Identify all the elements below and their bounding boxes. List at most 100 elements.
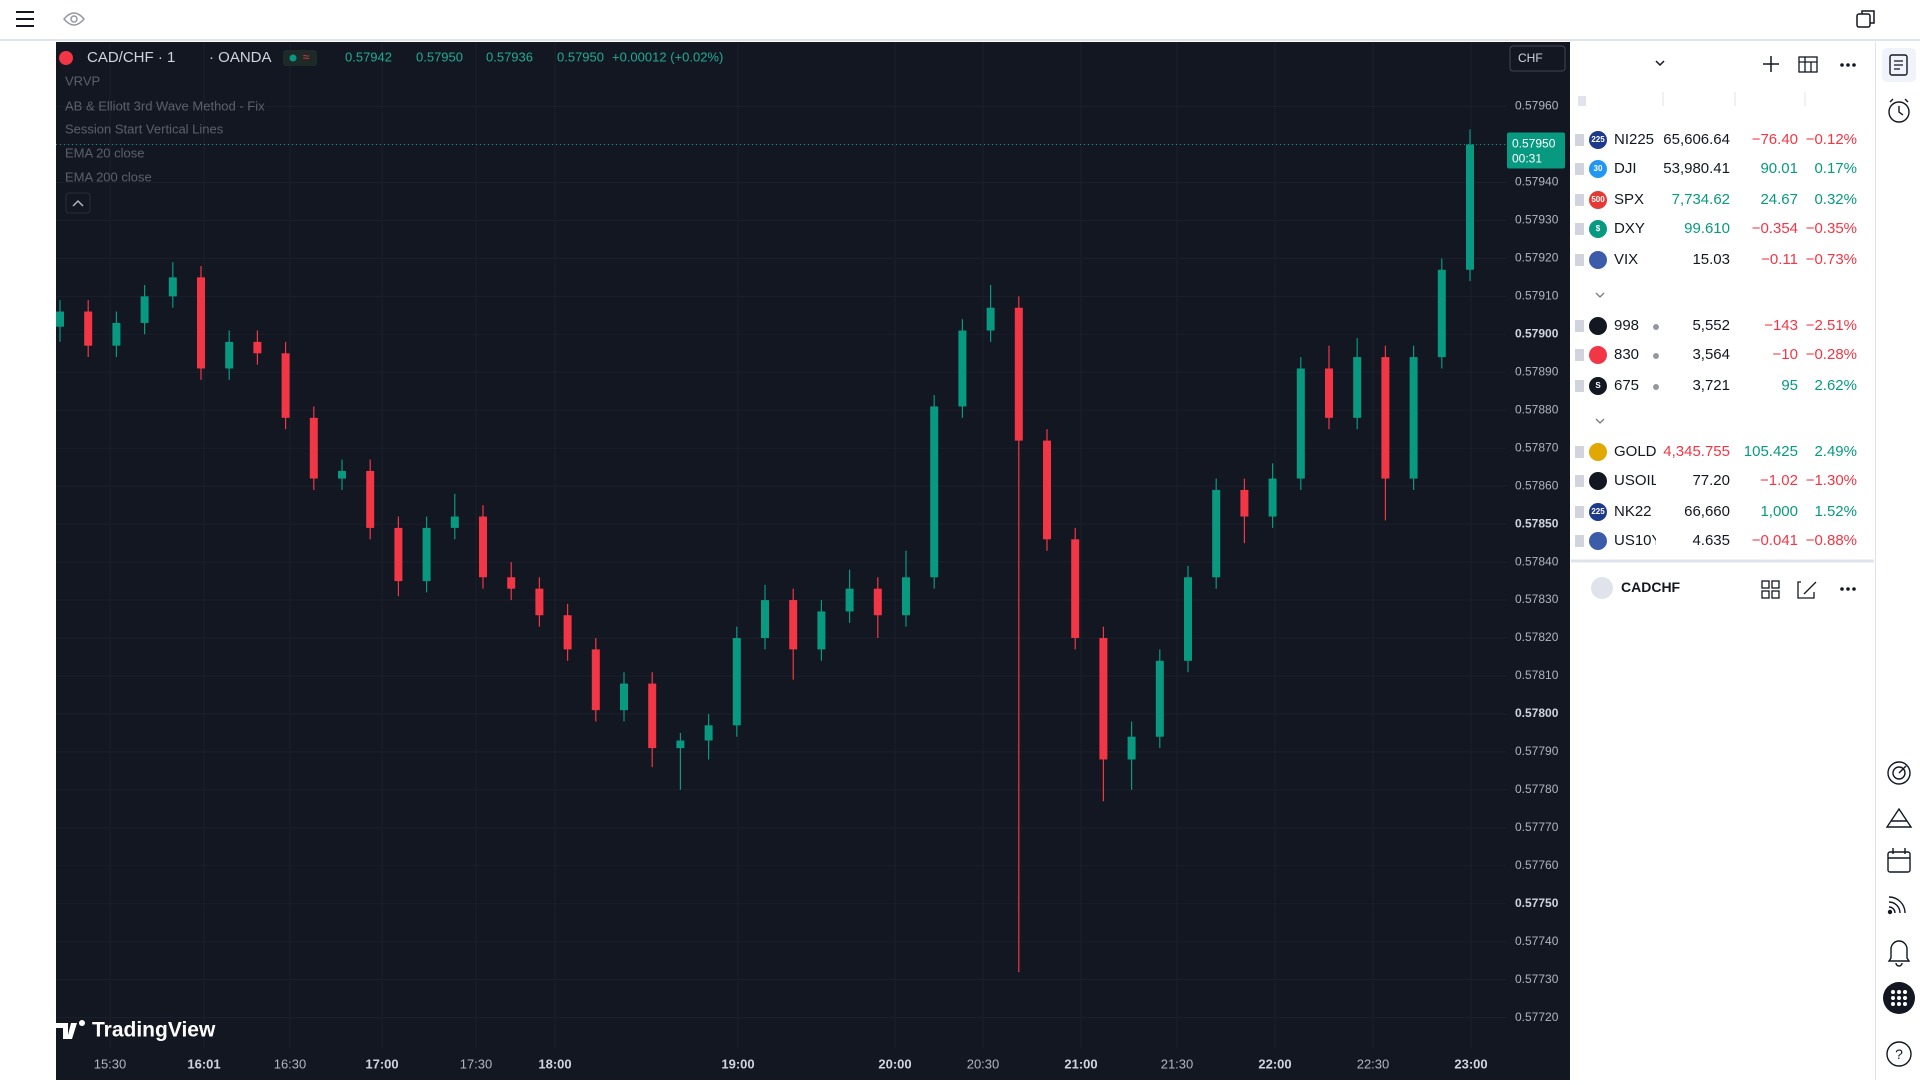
watchlist-row[interactable]: VIX 15.03 −0.11 −0.73% (1571, 246, 1874, 275)
column-separators (1662, 92, 1806, 106)
x-tick-label: 15:30 (94, 1056, 127, 1071)
detail-symbol[interactable]: CADCHF (1621, 579, 1681, 595)
symbol-badge: 225 (1591, 135, 1605, 144)
symbol-icon (1589, 443, 1607, 461)
watchlist-row[interactable]: GOLD 4,345.755 105.425 2.49% (1571, 438, 1874, 467)
right-toolbar: ? (1875, 42, 1920, 1080)
svg-text:?: ? (1895, 1046, 1903, 1062)
change: −143 (1764, 317, 1798, 334)
help-button[interactable]: ? (1886, 1041, 1912, 1067)
change: −0.354 (1751, 220, 1798, 237)
close-value: 0.57950 (557, 49, 604, 64)
change: 95 (1781, 377, 1798, 394)
symbol: NI225 (1614, 131, 1655, 148)
advanced-view-button[interactable] (1798, 56, 1818, 73)
watchlist-row[interactable]: 225 NK22 66,660 1,000 1.52% (1571, 498, 1874, 527)
collapse-legend-button[interactable] (65, 192, 91, 214)
watchlist-row[interactable]: 830 3,564 −10 −0.28% (1571, 341, 1874, 370)
indicator-label[interactable]: Session Start Vertical Lines (65, 121, 224, 136)
x-tick-label: 19:00 (721, 1056, 754, 1071)
change-percent: 2.62% (1814, 377, 1857, 394)
last-price: 3,564 (1692, 346, 1730, 363)
row-flag (1575, 475, 1584, 487)
indicator-label[interactable]: EMA 20 close (65, 145, 145, 160)
symbol-icon: 500 (1589, 191, 1607, 209)
candle-body (1240, 489, 1249, 517)
header-flag (1578, 96, 1586, 106)
last-price-tag (1507, 132, 1565, 169)
y-tick-label: 0.57770 (1515, 820, 1559, 834)
detail-notes-button[interactable] (1797, 581, 1817, 599)
hotlists-button[interactable] (1887, 761, 1911, 785)
row-flag (1575, 134, 1584, 146)
change: −0.041 (1751, 532, 1798, 549)
status-dot (1653, 353, 1659, 359)
symbol: 998 (1614, 317, 1640, 334)
change-percent: −2.51% (1805, 317, 1857, 334)
ideas-button[interactable] (1885, 807, 1913, 828)
candle-body (1184, 577, 1192, 661)
indicator-label[interactable]: VRVP (65, 73, 100, 88)
detail-layout-button[interactable] (1761, 580, 1780, 599)
watchlist-row[interactable]: 225 NI225 65,606.64 −76.40 −0.12% (1571, 126, 1874, 155)
calendar-button[interactable] (1887, 848, 1911, 873)
candle-body (986, 307, 995, 331)
notifications-button[interactable] (1887, 940, 1911, 967)
hide-button[interactable] (63, 11, 85, 27)
alerts-button[interactable] (1888, 98, 1910, 123)
candle-body (704, 725, 713, 741)
y-tick-label: 0.57740 (1515, 934, 1559, 948)
products-button[interactable] (1883, 982, 1915, 1014)
symbol: USOIL (1614, 472, 1656, 489)
change-percent: 0.17% (1814, 160, 1857, 177)
low-value: 0.57936 (486, 49, 533, 64)
x-tick-label: 22:00 (1258, 1056, 1291, 1071)
watchlist-row[interactable]: US10Y 4.635 −0.041 −0.88% (1571, 527, 1874, 556)
symbol-icon: S (1589, 377, 1607, 395)
last-price: 4.635 (1692, 532, 1730, 549)
change-percent: −0.12% (1805, 131, 1857, 148)
change-percent: 1.52% (1814, 503, 1857, 520)
x-tick-label: 21:30 (1161, 1056, 1194, 1071)
detail-more-button[interactable] (1840, 587, 1856, 591)
news-button[interactable] (1887, 896, 1906, 915)
y-tick-label: 0.57810 (1515, 668, 1559, 682)
layout-button[interactable] (1856, 9, 1876, 29)
last-price: 77.20 (1692, 472, 1730, 489)
last-price: 4,345.755 (1663, 443, 1730, 460)
more-button[interactable] (1840, 63, 1856, 67)
section-toggles[interactable] (1595, 292, 1605, 424)
x-tick-label: 18:00 (538, 1056, 571, 1071)
symbol-title[interactable]: CAD/CHF · 1 (87, 49, 175, 66)
candle-body (1099, 638, 1108, 760)
watchlist-button[interactable] (1882, 48, 1916, 82)
candle-body (648, 683, 657, 749)
add-symbol-button[interactable] (1763, 56, 1779, 72)
row-flag (1575, 320, 1584, 332)
candle-body (394, 527, 403, 582)
change-percent: −0.88% (1805, 532, 1857, 549)
watchlist-row[interactable]: $ DXY 99.610 −0.354 −0.35% (1571, 215, 1874, 244)
y-tick-label: 0.57840 (1515, 554, 1559, 568)
row-flag (1575, 349, 1584, 361)
watchlist-row[interactable]: 998 5,552 −143 −2.51% (1571, 312, 1874, 341)
last-price: 65,606.64 (1663, 131, 1730, 148)
y-tick-label: 0.57940 (1515, 175, 1559, 189)
y-tick-label: 0.57780 (1515, 782, 1559, 796)
candles (56, 129, 1474, 973)
y-tick-label: 0.57930 (1515, 213, 1559, 227)
currency-button[interactable] (1509, 45, 1566, 72)
watchlist-row[interactable]: 30 DJI 53,980.41 90.01 0.17% (1571, 155, 1874, 184)
list-dropdown[interactable] (1655, 60, 1665, 67)
menu-button[interactable] (15, 10, 35, 28)
open-value: 0.57942 (345, 49, 392, 64)
y-tick-label: 0.57720 (1515, 1010, 1559, 1024)
watchlist-row[interactable]: 500 SPX 7,734.62 24.67 0.32% (1571, 186, 1874, 215)
watchlist-row[interactable]: S 675 3,721 95 2.62% (1571, 372, 1874, 401)
candle-body (958, 330, 967, 407)
watchlist-row[interactable]: USOIL 77.20 −1.02 −1.30% (1571, 467, 1874, 496)
indicator-label[interactable]: AB & Elliott 3rd Wave Method - Fix (65, 98, 265, 113)
market-status[interactable] (283, 50, 317, 66)
indicator-label[interactable]: EMA 200 close (65, 169, 152, 184)
candle-body (676, 740, 685, 749)
